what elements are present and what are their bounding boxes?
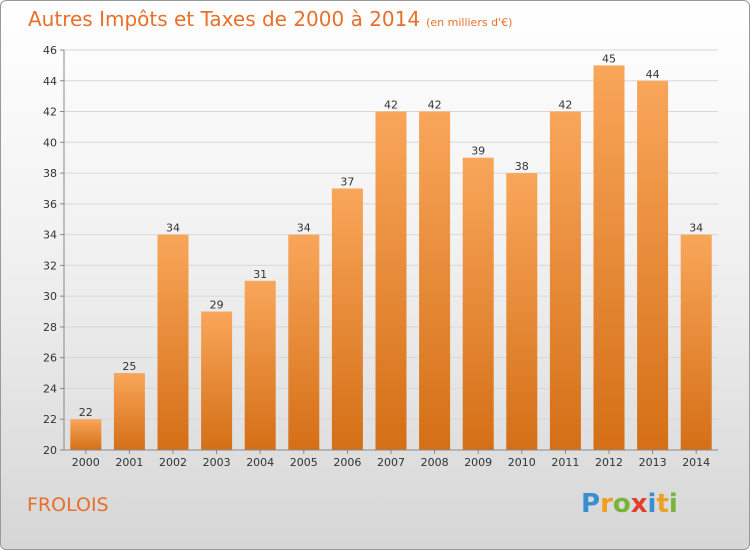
y-tick-label: 44 bbox=[43, 75, 57, 88]
bar bbox=[113, 373, 145, 450]
bar bbox=[244, 280, 276, 450]
x-tick-label: 2004 bbox=[246, 456, 274, 469]
bar bbox=[331, 188, 363, 450]
y-tick-label: 26 bbox=[43, 352, 57, 365]
bar-value-label: 31 bbox=[253, 268, 267, 281]
bar bbox=[288, 234, 320, 450]
x-tick-label: 2008 bbox=[421, 456, 449, 469]
bar bbox=[549, 111, 581, 451]
proxiti-logo: Proxiti bbox=[581, 489, 678, 519]
bar-value-label: 34 bbox=[166, 222, 180, 235]
x-tick-label: 2013 bbox=[639, 456, 667, 469]
logo-letter: i bbox=[647, 489, 657, 519]
bar bbox=[375, 111, 407, 451]
bar bbox=[419, 111, 451, 451]
bar-value-label: 45 bbox=[602, 52, 616, 65]
x-tick-label: 2003 bbox=[203, 456, 231, 469]
y-tick-label: 20 bbox=[43, 444, 57, 457]
x-tick-label: 2006 bbox=[333, 456, 361, 469]
y-tick-label: 42 bbox=[43, 106, 57, 119]
logo-letter: t bbox=[656, 489, 669, 519]
x-tick-label: 2011 bbox=[551, 456, 579, 469]
bar bbox=[593, 65, 625, 450]
y-tick-label: 30 bbox=[43, 290, 57, 303]
x-tick-label: 2014 bbox=[682, 456, 710, 469]
bar bbox=[506, 173, 538, 451]
bar-value-label: 42 bbox=[384, 99, 398, 112]
x-tick-label: 2009 bbox=[464, 456, 492, 469]
bar-value-label: 39 bbox=[471, 145, 485, 158]
bar bbox=[462, 157, 494, 450]
bar bbox=[680, 234, 712, 450]
x-tick-label: 2001 bbox=[115, 456, 143, 469]
bar bbox=[157, 234, 189, 450]
bar-value-label: 29 bbox=[210, 299, 224, 312]
x-tick-label: 2000 bbox=[72, 456, 100, 469]
bar-value-label: 34 bbox=[689, 222, 703, 235]
labels: 20 22 24 26 28 30 32 34 36 38 40 42 44 46 22 2000 25 2001… bbox=[43, 44, 710, 469]
y-tick-label: 28 bbox=[43, 321, 57, 334]
y-tick-label: 46 bbox=[43, 44, 57, 57]
y-tick-label: 36 bbox=[43, 198, 57, 211]
bar bbox=[70, 419, 102, 450]
chart-title: Autres Impôts et Taxes de 2000 à 2014 (en… bbox=[28, 7, 512, 31]
y-tick-label: 40 bbox=[43, 136, 57, 149]
x-tick-label: 2010 bbox=[508, 456, 536, 469]
logo-letter: x bbox=[630, 489, 648, 519]
commune-name: FROLOIS bbox=[27, 494, 109, 516]
bar bbox=[637, 80, 669, 451]
bars bbox=[70, 65, 712, 451]
bar-value-label: 34 bbox=[297, 222, 311, 235]
bar-value-label: 42 bbox=[558, 99, 572, 112]
bar bbox=[201, 311, 233, 450]
axes bbox=[60, 49, 718, 454]
bar-value-label: 44 bbox=[646, 68, 660, 81]
title-unit: (en milliers d'€) bbox=[426, 16, 513, 29]
logo-letter: o bbox=[612, 489, 631, 519]
y-tick-label: 38 bbox=[43, 167, 57, 180]
logo-letter: i bbox=[668, 489, 678, 519]
y-tick-label: 34 bbox=[43, 229, 57, 242]
x-tick-label: 2007 bbox=[377, 456, 405, 469]
x-tick-label: 2012 bbox=[595, 456, 623, 469]
logo-letter: r bbox=[600, 489, 613, 519]
x-tick-label: 2002 bbox=[159, 456, 187, 469]
bar-value-label: 37 bbox=[340, 175, 354, 188]
title-text: Autres Impôts et Taxes de 2000 à 2014 bbox=[28, 7, 421, 31]
x-tick-label: 2005 bbox=[290, 456, 318, 469]
y-tick-label: 22 bbox=[43, 413, 57, 426]
y-tick-label: 32 bbox=[43, 259, 57, 272]
y-tick-label: 24 bbox=[43, 382, 57, 395]
bar-value-label: 25 bbox=[122, 360, 136, 373]
bar-value-label: 38 bbox=[515, 160, 529, 173]
bar-value-label: 42 bbox=[428, 99, 442, 112]
bar-value-label: 22 bbox=[79, 406, 93, 419]
logo-letter: P bbox=[581, 489, 601, 519]
